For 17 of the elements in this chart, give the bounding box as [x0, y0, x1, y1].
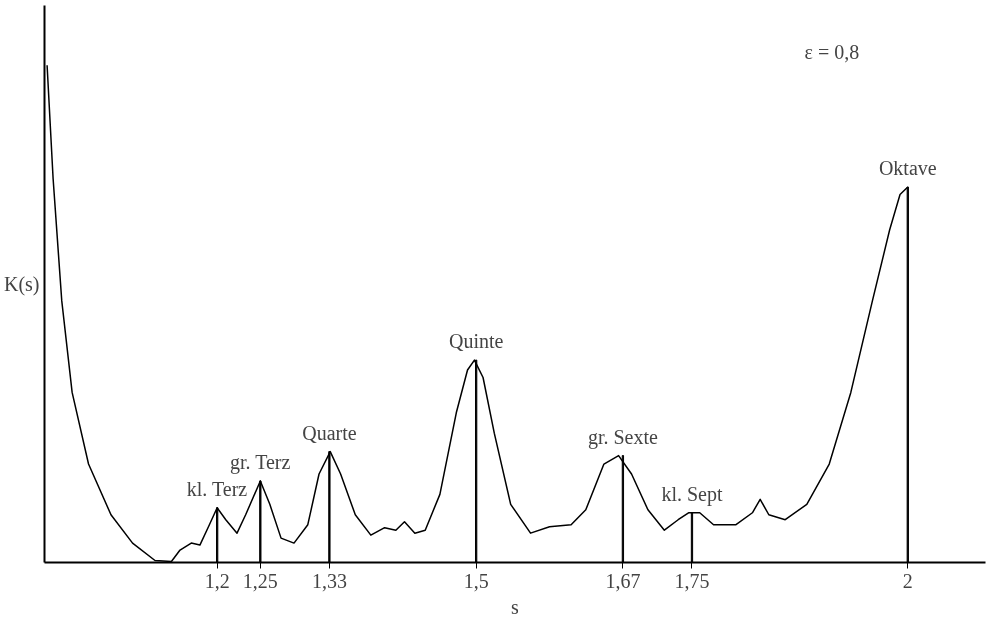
- annotation: Quinte: [448, 330, 504, 353]
- annotation: gr. Sexte: [587, 425, 659, 449]
- annotation: Oktave: [878, 157, 937, 180]
- x-axis-title: s: [511, 595, 520, 618]
- annotation: gr. Terz: [229, 450, 291, 474]
- x-tick-label: 2: [902, 569, 913, 592]
- x-tick-label: 1,2: [204, 569, 230, 592]
- x-tick-label: 1,67: [605, 569, 641, 592]
- text: ε = 0,8: [804, 40, 860, 63]
- annotation: Quarte: [302, 421, 357, 444]
- annotation: kl. Terz: [186, 477, 248, 500]
- x-tick-label: 1,75: [674, 569, 710, 592]
- y-axis-title: K(s): [3, 273, 40, 296]
- x-tick-label: 1,25: [242, 569, 278, 592]
- x-tick-label: 1,33: [311, 569, 347, 592]
- annotation: kl. Sept: [661, 482, 723, 506]
- x-tick-label: 1,5: [463, 569, 489, 592]
